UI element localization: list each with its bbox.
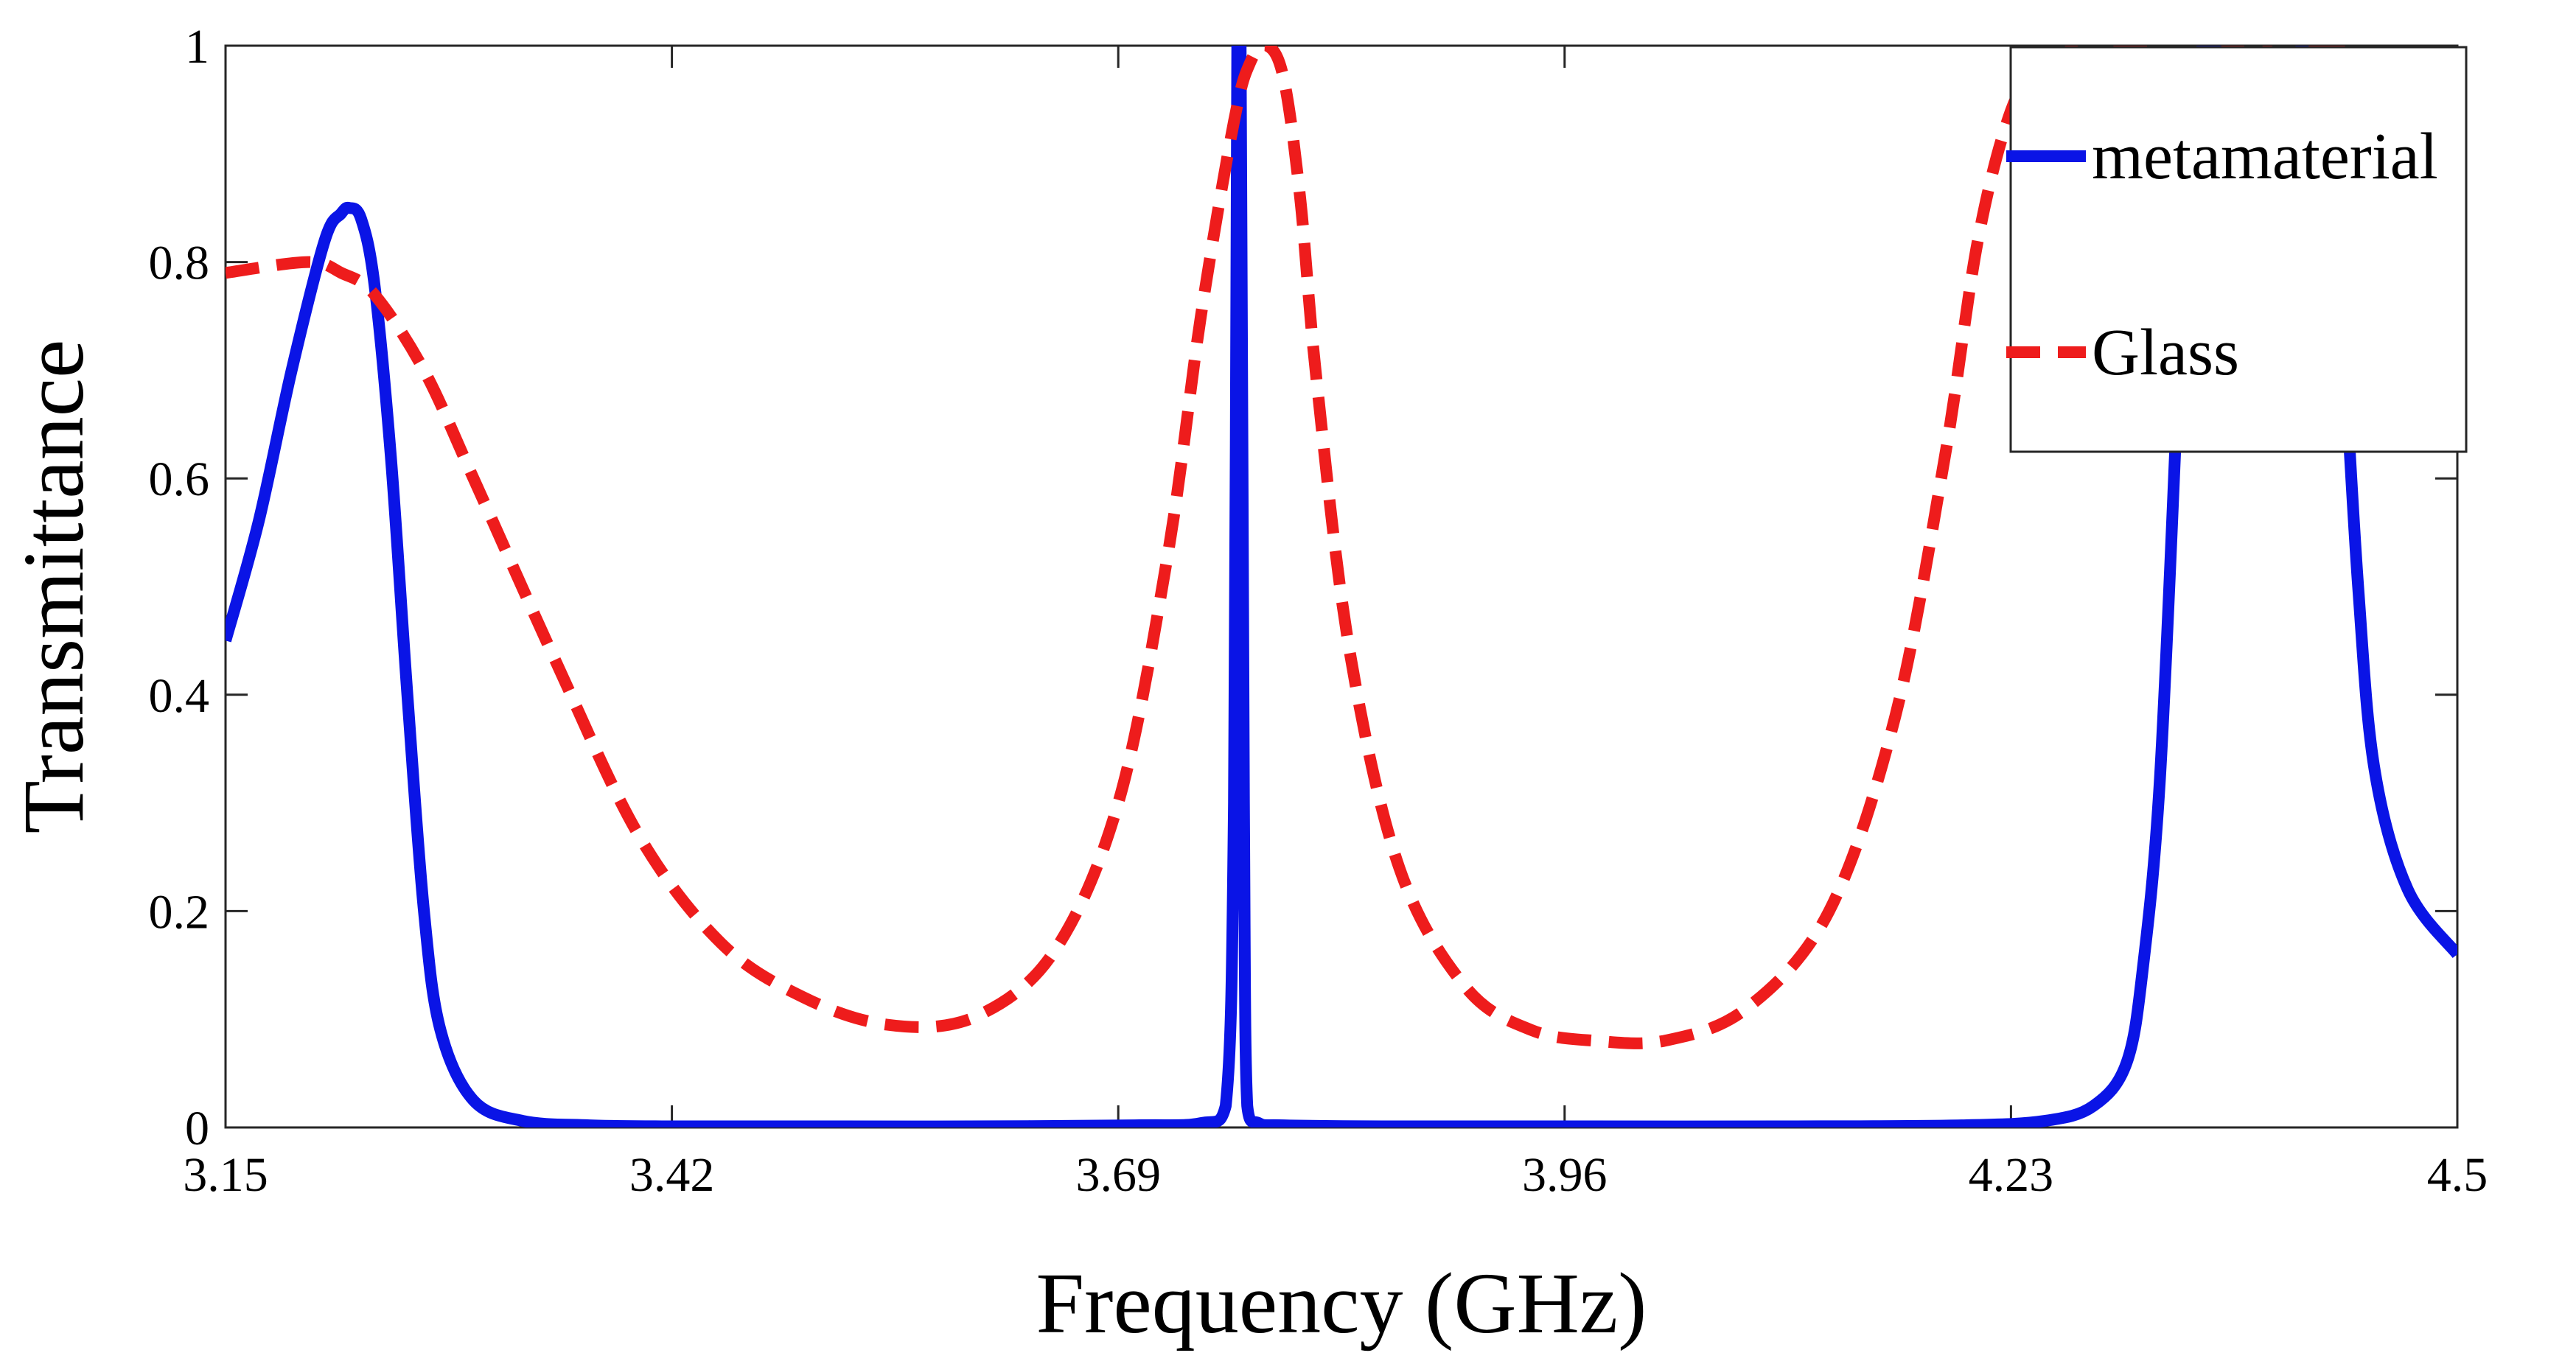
x-axis-title: Frequency (GHz) xyxy=(1036,1255,1647,1351)
x-tick-label: 3.15 xyxy=(183,1148,268,1202)
x-tick-label: 3.96 xyxy=(1522,1148,1608,1202)
series-line-glass xyxy=(226,46,2361,1049)
x-tick-label: 3.69 xyxy=(1075,1148,1161,1202)
x-tick-label: 4.23 xyxy=(1969,1148,2054,1202)
legend-box xyxy=(2009,46,2468,453)
y-tick-label: 0.6 xyxy=(149,452,210,506)
legend-metamaterial-label: metamaterial xyxy=(2092,120,2438,193)
y-tick-label: 0.8 xyxy=(149,237,210,290)
y-tick-label: 0.2 xyxy=(149,885,210,939)
tick-labels: 3.15 3.42 3.69 3.96 4.23 4.5 0 0.2 0.4 0.6 0.8 1 xyxy=(149,20,2488,1202)
x-tick-label: 3.42 xyxy=(629,1148,715,1202)
x-tick-label: 4.5 xyxy=(2427,1148,2488,1202)
y-tick-label: 0.4 xyxy=(149,669,210,723)
y-tick-label: 0 xyxy=(185,1102,209,1155)
legend-glass-label: Glass xyxy=(2092,316,2239,389)
y-tick-label: 1 xyxy=(185,20,209,74)
legend: metamaterial Glass xyxy=(2006,46,2468,453)
y-axis-title: Transmittance xyxy=(5,340,102,834)
